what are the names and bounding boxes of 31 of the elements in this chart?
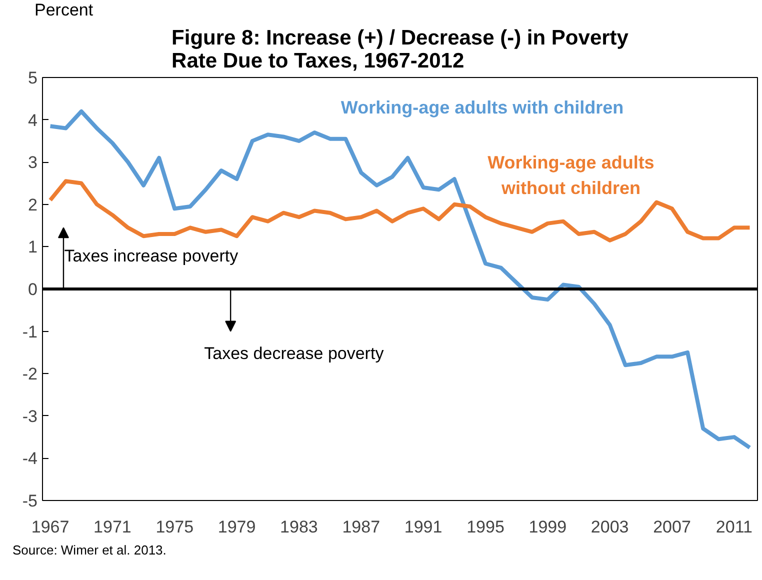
annotation: Taxes decrease poverty [204, 344, 384, 364]
x-tick-label: 1975 [156, 518, 194, 536]
annotation: Taxes increase poverty [64, 246, 239, 266]
y-tick-label: 0 [28, 280, 38, 299]
y-tick-label: -5 [22, 492, 38, 510]
y-tick-label: 3 [28, 153, 38, 172]
y-tick-label: 1 [28, 238, 38, 257]
y-axis-title: Percent [34, 0, 94, 20]
x-tick-label: 2007 [653, 518, 691, 536]
series-label: Working-age adults without children [488, 152, 654, 198]
x-tick-label: 1987 [342, 518, 380, 536]
x-tick-label: 1983 [280, 518, 318, 536]
y-tick-label: -1 [22, 322, 38, 342]
x-tick-label: 1991 [404, 518, 442, 536]
x-tick-label: 1967 [31, 518, 70, 536]
y-tick-label: -2 [22, 364, 38, 384]
line-series [48, 179, 752, 242]
x-tick-label: 2003 [590, 518, 629, 536]
x-tick-label: 1971 [94, 518, 132, 536]
x-tick-label: 2011 [716, 518, 752, 536]
x-tick-label: 1995 [466, 518, 504, 536]
x-tick-label: 1999 [528, 518, 567, 536]
y-tick-label: 2 [28, 195, 38, 214]
y-tick-label: -4 [22, 449, 38, 468]
x-tick-label: 1979 [218, 518, 256, 536]
source-note: Source: Wimer et al. 2013. [12, 542, 166, 558]
y-tick-label: 4 [28, 110, 38, 130]
y-tick-label: -3 [22, 406, 38, 426]
series-label: Working-age adults with children [340, 98, 624, 118]
chart-title: Figure 8: Increase (+) / Decrease (-) in Poverty Rate Due to Taxes, 1967-2012 [172, 26, 629, 72]
y-tick-label: 5 [28, 68, 38, 88]
